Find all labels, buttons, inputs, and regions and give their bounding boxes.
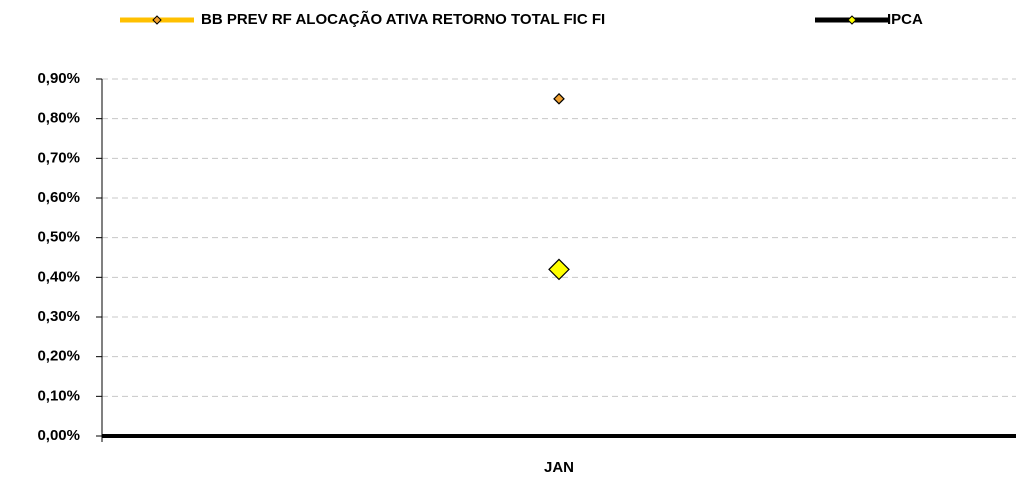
legend-label: IPCA: [887, 11, 923, 28]
y-tick-label: 0,70%: [37, 149, 80, 166]
y-tick-label: 0,50%: [37, 229, 80, 246]
y-tick-label: 0,90%: [37, 70, 80, 87]
data-point: [553, 92, 565, 105]
data-point: [548, 258, 570, 281]
legend-marker: [152, 15, 162, 25]
y-tick-label: 0,10%: [37, 387, 80, 404]
x-tick-label: JAN: [544, 459, 574, 476]
y-tick-label: 0,80%: [37, 110, 80, 127]
y-tick-label: 0,40%: [37, 268, 80, 285]
legend-marker: [847, 15, 857, 25]
y-tick-label: 0,20%: [37, 348, 80, 365]
y-tick-label: 0,00%: [37, 427, 80, 444]
legend-label: BB PREV RF ALOCAÇÃO ATIVA RETORNO TOTAL …: [201, 10, 605, 28]
y-tick-label: 0,30%: [37, 308, 80, 325]
y-tick-label: 0,60%: [37, 189, 80, 206]
